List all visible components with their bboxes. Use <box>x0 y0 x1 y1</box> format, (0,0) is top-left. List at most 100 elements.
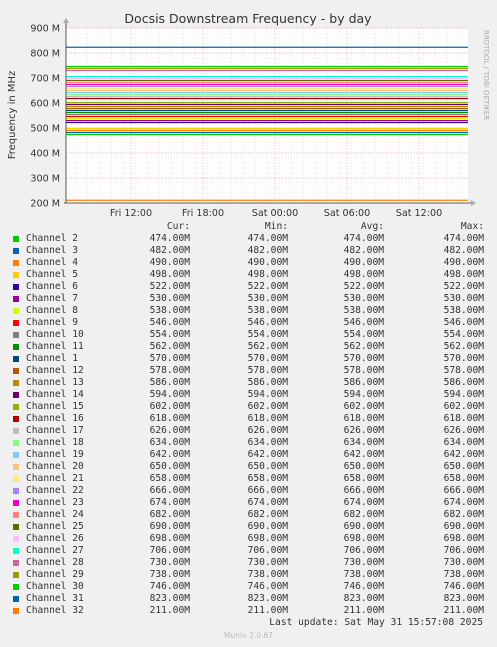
legend-row: Channel 24 682.00M 682.00M 682.00M 682.00M <box>12 509 492 521</box>
legend-value-cur: 546.00M <box>149 317 190 328</box>
legend-value-max: 706.00M <box>443 545 484 556</box>
legend-row: Channel 8 538.00M 538.00M 538.00M 538.00M <box>12 305 492 317</box>
legend-header-cur: Cur: <box>166 221 190 232</box>
legend-row: Channel 21 658.00M 658.00M 658.00M 658.00M <box>12 473 492 485</box>
legend-value-avg: 682.00M <box>343 509 384 520</box>
legend-series-name: Channel 3 <box>26 245 78 256</box>
legend-swatch <box>13 500 19 506</box>
legend-value-avg: 618.00M <box>343 413 384 424</box>
legend-row: Channel 31 823.00M 823.00M 823.00M 823.00M <box>12 593 492 605</box>
legend-header-min: Min: <box>264 221 288 232</box>
legend-value-min: 746.00M <box>247 581 288 592</box>
legend-value-max: 522.00M <box>443 281 484 292</box>
legend-row: Channel 23 674.00M 674.00M 674.00M 674.00M <box>12 497 492 509</box>
legend-value-cur: 602.00M <box>149 401 190 412</box>
legend-value-avg: 823.00M <box>343 593 384 604</box>
legend-value-max: 538.00M <box>443 305 484 316</box>
legend-series-name: Channel 10 <box>26 329 84 340</box>
legend-value-avg: 498.00M <box>343 269 384 280</box>
legend-value-max: 490.00M <box>443 257 484 268</box>
legend-swatch <box>13 272 19 278</box>
legend-value-max: 546.00M <box>443 317 484 328</box>
legend-swatch <box>13 512 19 518</box>
legend-swatch <box>13 428 19 434</box>
legend-row: Channel 1 570.00M 570.00M 570.00M 570.00M <box>12 353 492 365</box>
legend-value-min: 634.00M <box>247 437 288 448</box>
legend-row: Channel 17 626.00M 626.00M 626.00M 626.00M <box>12 425 492 437</box>
legend-row: Channel 22 666.00M 666.00M 666.00M 666.00M <box>12 485 492 497</box>
y-tick-label: 600 M <box>30 99 60 110</box>
legend-value-max: 530.00M <box>443 293 484 304</box>
legend-row: Channel 7 530.00M 530.00M 530.00M 530.00M <box>12 293 492 305</box>
legend-value-cur: 706.00M <box>149 545 190 556</box>
legend-header-max: Max: <box>460 221 484 232</box>
legend-value-min: 498.00M <box>247 269 288 280</box>
legend-series-name: Channel 17 <box>26 425 84 436</box>
y-tick-label: 400 M <box>30 149 60 160</box>
legend-row: Channel 30 746.00M 746.00M 746.00M 746.00M <box>12 581 492 593</box>
rrdtool-credit: RRDTOOL / TOBI OETIKER <box>482 30 490 120</box>
y-tick-label: 500 M <box>30 124 60 135</box>
legend-value-min: 554.00M <box>247 329 288 340</box>
legend-value-min: 618.00M <box>247 413 288 424</box>
legend-value-min: 730.00M <box>247 557 288 568</box>
legend-value-cur: 538.00M <box>149 305 190 316</box>
legend-value-max: 658.00M <box>443 473 484 484</box>
legend-swatch <box>13 440 19 446</box>
legend-row: Channel 28 730.00M 730.00M 730.00M 730.00M <box>12 557 492 569</box>
legend-swatch <box>13 464 19 470</box>
legend-swatch <box>13 308 19 314</box>
legend-series-name: Channel 1 <box>26 353 78 364</box>
legend-swatch <box>13 548 19 554</box>
x-tick-label: Sat 00:00 <box>252 208 298 219</box>
legend-series-name: Channel 11 <box>26 341 84 352</box>
legend-value-max: 674.00M <box>443 497 484 508</box>
legend-value-cur: 634.00M <box>149 437 190 448</box>
legend-series-name: Channel 8 <box>26 305 78 316</box>
legend-row: Channel 2 474.00M 474.00M 474.00M 474.00M <box>12 233 492 245</box>
legend-value-cur: 823.00M <box>149 593 190 604</box>
legend-value-max: 690.00M <box>443 521 484 532</box>
legend-value-avg: 530.00M <box>343 293 384 304</box>
legend-value-max: 682.00M <box>443 509 484 520</box>
legend-row: Channel 27 706.00M 706.00M 706.00M 706.00M <box>12 545 492 557</box>
legend-value-avg: 690.00M <box>343 521 384 532</box>
legend-value-min: 474.00M <box>247 233 288 244</box>
legend-value-min: 658.00M <box>247 473 288 484</box>
legend-value-max: 562.00M <box>443 341 484 352</box>
legend-series-name: Channel 21 <box>26 473 84 484</box>
legend-value-avg: 674.00M <box>343 497 384 508</box>
legend-value-max: 602.00M <box>443 401 484 412</box>
legend-value-cur: 586.00M <box>149 377 190 388</box>
legend-value-min: 594.00M <box>247 389 288 400</box>
legend-series-name: Channel 27 <box>26 545 84 556</box>
legend-value-max: 738.00M <box>443 569 484 580</box>
legend-series-name: Channel 19 <box>26 449 84 460</box>
legend-value-max: 554.00M <box>443 329 484 340</box>
legend-value-cur: 690.00M <box>149 521 190 532</box>
legend-row: Channel 29 738.00M 738.00M 738.00M 738.00M <box>12 569 492 581</box>
legend-series-name: Channel 9 <box>26 317 78 328</box>
legend-row: Channel 26 698.00M 698.00M 698.00M 698.00M <box>12 533 492 545</box>
legend-value-avg: 578.00M <box>343 365 384 376</box>
legend-value-avg: 658.00M <box>343 473 384 484</box>
legend-value-cur: 738.00M <box>149 569 190 580</box>
legend-value-max: 730.00M <box>443 557 484 568</box>
legend-value-cur: 650.00M <box>149 461 190 472</box>
legend-value-min: 602.00M <box>247 401 288 412</box>
legend-swatch <box>13 236 19 242</box>
legend-series-name: Channel 18 <box>26 437 84 448</box>
legend-value-avg: 211.00M <box>343 605 384 616</box>
legend-value-min: 626.00M <box>247 425 288 436</box>
legend-swatch <box>13 248 19 254</box>
x-tick-label: Fri 12:00 <box>110 208 152 219</box>
legend-value-cur: 594.00M <box>149 389 190 400</box>
legend-value-avg: 546.00M <box>343 317 384 328</box>
legend-value-cur: 530.00M <box>149 293 190 304</box>
legend-row: Channel 16 618.00M 618.00M 618.00M 618.00M <box>12 413 492 425</box>
legend-value-max: 626.00M <box>443 425 484 436</box>
legend-row: Channel 14 594.00M 594.00M 594.00M 594.00M <box>12 389 492 401</box>
munin-version: Munin 2.0.67 <box>223 631 274 640</box>
legend-value-avg: 522.00M <box>343 281 384 292</box>
legend-swatch <box>13 284 19 290</box>
